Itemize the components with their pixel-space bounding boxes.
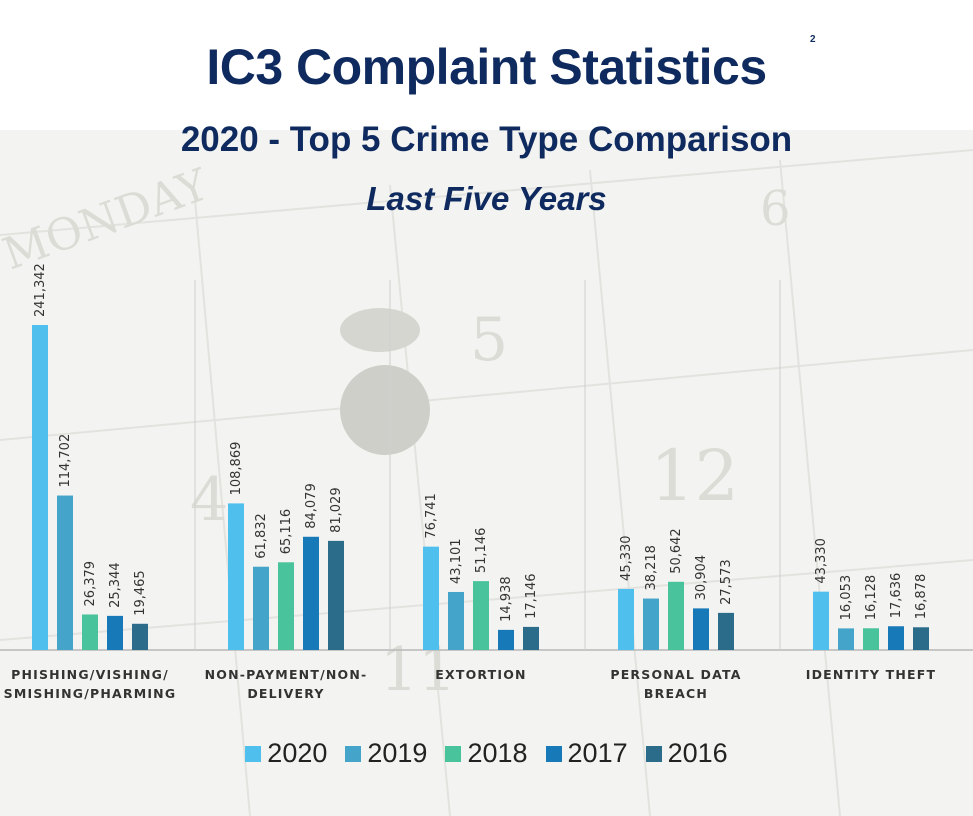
data-label: 16,128 — [864, 575, 879, 621]
chart-subtitle: 2020 - Top 5 Crime Type Comparison — [180, 120, 793, 159]
data-label: 241,342 — [33, 263, 48, 317]
data-label: 43,101 — [449, 538, 464, 584]
data-label: 25,344 — [108, 562, 123, 608]
bar-2019 — [253, 566, 269, 650]
category-label: PHISHING/VISHING/ — [11, 667, 169, 682]
bar-2020 — [618, 588, 634, 650]
data-label: 27,573 — [719, 559, 734, 605]
legend-label: 2018 — [467, 738, 528, 768]
data-label: 114,702 — [58, 434, 73, 488]
bar-2020 — [813, 591, 829, 650]
legend-item-2017: 2017 — [545, 738, 628, 769]
bar-2016 — [328, 540, 344, 650]
legend-swatch — [245, 745, 262, 762]
footnote-marker: 2 — [810, 34, 816, 45]
data-label: 19,465 — [133, 570, 148, 616]
data-label: 51,146 — [474, 528, 489, 574]
bar-2017 — [693, 608, 709, 650]
data-label: 30,904 — [694, 555, 709, 601]
bar-2018 — [473, 581, 489, 650]
bar-2020 — [228, 503, 244, 650]
bar-2019 — [57, 495, 73, 650]
svg-text:12: 12 — [650, 435, 739, 517]
svg-text:6: 6 — [760, 181, 791, 237]
legend-swatch — [345, 745, 362, 762]
bar-2018 — [278, 562, 294, 650]
legend-item-2019: 2019 — [345, 738, 427, 769]
chart-legend: 2020 2019 2018 2017 2016 — [0, 738, 973, 769]
data-label: 50,642 — [669, 528, 684, 574]
category-label: DELIVERY — [247, 686, 324, 701]
legend-label: 2016 — [667, 738, 728, 768]
bar-2018 — [82, 614, 98, 650]
legend-swatch — [445, 745, 462, 762]
data-label: 17,636 — [889, 573, 904, 619]
bar-2019 — [838, 628, 854, 650]
data-label: 45,330 — [619, 535, 634, 581]
data-label: 61,832 — [254, 513, 269, 559]
legend-item-2020: 2020 — [245, 738, 327, 769]
legend-label: 2017 — [567, 738, 628, 768]
bar-2017 — [888, 626, 904, 650]
data-label: 65,116 — [279, 509, 294, 555]
data-label: 17,146 — [524, 573, 539, 619]
data-label: 43,330 — [814, 538, 829, 584]
legend-label: 2019 — [367, 738, 428, 768]
legend-swatch — [645, 745, 662, 762]
bar-2019 — [448, 591, 464, 650]
data-label: 14,938 — [499, 576, 514, 622]
bar-2016 — [718, 612, 734, 650]
chart-title: IC3 Complaint Statistics — [206, 39, 767, 95]
data-label: 38,218 — [644, 545, 659, 591]
bar-2020 — [32, 325, 48, 650]
legend-item-2018: 2018 — [445, 738, 528, 769]
bar-2016 — [913, 627, 929, 650]
svg-text:4: 4 — [190, 465, 228, 535]
bar-2019 — [643, 598, 659, 650]
data-label: 76,741 — [424, 493, 439, 539]
category-label: SMISHING/PHARMING — [4, 686, 177, 701]
category-label: BREACH — [644, 686, 708, 701]
category-label: IDENTITY THEFT — [806, 667, 937, 682]
chart-subtitle-period: Last Five Years — [366, 180, 607, 217]
bar-2017 — [107, 615, 123, 650]
data-label: 84,079 — [304, 483, 319, 529]
bar-2017 — [498, 629, 514, 650]
data-label: 16,878 — [914, 574, 929, 620]
data-label: 26,379 — [83, 561, 98, 607]
svg-text:5: 5 — [470, 305, 508, 375]
bar-2020 — [423, 546, 439, 650]
bar-2018 — [863, 628, 879, 650]
legend-swatch — [545, 745, 562, 762]
data-label: 108,869 — [229, 442, 244, 496]
data-label: 16,053 — [839, 575, 854, 621]
bar-2018 — [668, 581, 684, 650]
legend-label: 2020 — [267, 738, 328, 768]
bar-2016 — [523, 626, 539, 650]
category-label: PERSONAL DATA — [610, 667, 741, 682]
bar-2017 — [303, 536, 319, 650]
data-label: 81,029 — [329, 487, 344, 533]
bar-2016 — [132, 623, 148, 650]
legend-item-2016: 2016 — [645, 738, 728, 769]
category-label: NON-PAYMENT/NON- — [205, 667, 368, 682]
category-label: EXTORTION — [435, 667, 526, 682]
svg-text:11: 11 — [380, 635, 456, 705]
